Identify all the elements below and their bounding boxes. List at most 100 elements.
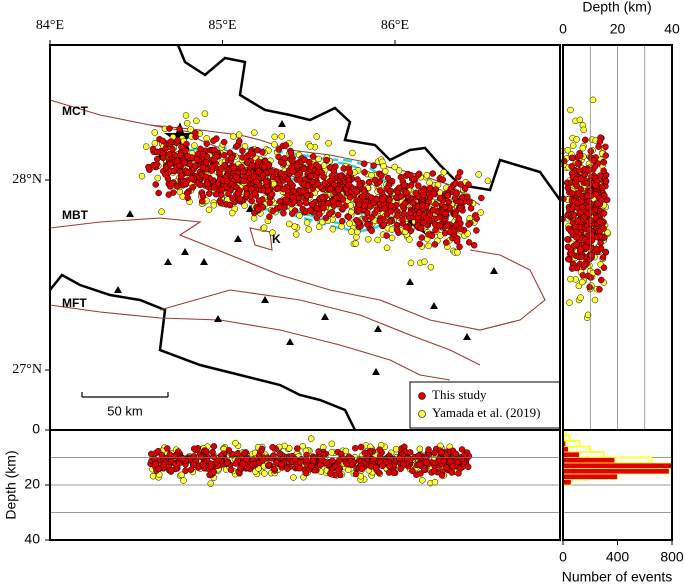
legend-marker bbox=[418, 392, 426, 400]
earthquake-dot bbox=[401, 181, 408, 189]
histogram-bar bbox=[562, 468, 670, 475]
earthquake-dot bbox=[225, 190, 232, 198]
earthquake-dot bbox=[376, 217, 383, 225]
earthquake-dot bbox=[455, 215, 463, 222]
earthquake-dot bbox=[230, 133, 237, 140]
earthquake-dot bbox=[577, 253, 585, 261]
y-tick-label: 28°N bbox=[12, 172, 42, 187]
earthquake-dot bbox=[210, 202, 218, 209]
earthquake-dot bbox=[154, 447, 162, 455]
earthquake-dot bbox=[328, 449, 335, 456]
earthquake-dot bbox=[420, 466, 428, 473]
earthquake-dot bbox=[439, 176, 446, 183]
earthquake-dot bbox=[316, 211, 323, 218]
earthquake-dot bbox=[569, 154, 576, 162]
earthquake-dot bbox=[182, 467, 189, 474]
earthquake-dot bbox=[313, 133, 320, 140]
earthquake-dot bbox=[587, 147, 594, 155]
earthquake-dot bbox=[288, 163, 295, 171]
earthquake-dot bbox=[303, 219, 311, 226]
earthquake-dot bbox=[210, 443, 218, 450]
earthquake-dot bbox=[324, 199, 332, 207]
earthquake-dot bbox=[310, 457, 317, 464]
earthquake-dot bbox=[315, 448, 322, 455]
earthquake-dot bbox=[271, 133, 278, 141]
earthquake-dot bbox=[574, 199, 581, 207]
earthquake-dot bbox=[573, 241, 580, 248]
earthquake-dot bbox=[228, 154, 235, 162]
earthquake-dot bbox=[451, 211, 459, 218]
earthquake-dot bbox=[302, 199, 310, 207]
earthquake-dot bbox=[286, 220, 293, 228]
earthquake-dot bbox=[379, 462, 386, 470]
earthquake-dot bbox=[174, 136, 181, 144]
y-tick-label: 40 bbox=[24, 531, 40, 547]
earthquake-dot bbox=[426, 194, 434, 201]
earthquake-dot bbox=[178, 471, 185, 479]
scale-bar bbox=[81, 392, 169, 398]
earthquake-dot bbox=[565, 255, 572, 263]
earthquake-dot bbox=[265, 461, 273, 469]
earthquake-dot bbox=[384, 174, 392, 182]
earthquake-dot bbox=[289, 157, 296, 165]
earthquake-dot bbox=[318, 169, 326, 176]
earthquake-dot bbox=[415, 182, 422, 189]
earthquake-dot bbox=[315, 223, 323, 231]
earthquake-dot bbox=[395, 184, 403, 192]
earthquake-dot bbox=[209, 163, 216, 171]
earthquake-dot bbox=[582, 243, 590, 251]
place-label: K bbox=[272, 232, 281, 246]
earthquake-dot bbox=[151, 129, 159, 136]
earthquake-dot bbox=[184, 153, 192, 160]
earthquake-dot bbox=[403, 189, 410, 196]
earthquake-dot bbox=[420, 186, 427, 194]
earthquake-dot bbox=[420, 219, 427, 226]
earthquake-dot bbox=[458, 446, 466, 453]
earthquake-dot bbox=[259, 172, 267, 179]
earthquake-dot bbox=[376, 446, 383, 453]
earthquake-dot bbox=[326, 185, 334, 193]
earthquake-dot bbox=[304, 182, 312, 190]
earthquake-dot bbox=[335, 186, 342, 193]
earthquake-dot bbox=[184, 169, 191, 177]
earthquake-dot bbox=[416, 460, 423, 468]
earthquake-dot bbox=[331, 471, 339, 479]
earthquake-dot bbox=[321, 179, 329, 187]
earthquake-dot bbox=[591, 296, 599, 304]
legend-marker bbox=[418, 410, 426, 418]
earthquake-dot bbox=[166, 151, 173, 158]
earthquake-dot bbox=[566, 299, 573, 306]
earthquake-dot bbox=[372, 464, 380, 471]
earthquake-dot bbox=[399, 216, 406, 223]
earthquake-dot bbox=[217, 165, 225, 172]
earthquake-dot bbox=[325, 139, 332, 147]
earthquake-dot bbox=[590, 157, 597, 164]
earthquake-dot bbox=[361, 202, 368, 210]
earthquake-dot bbox=[308, 201, 316, 208]
earthquake-dot bbox=[393, 226, 401, 233]
earthquake-dot bbox=[248, 161, 256, 169]
earthquake-dot bbox=[356, 201, 363, 208]
earthquake-dot bbox=[594, 268, 601, 276]
histogram-bar bbox=[562, 462, 673, 469]
earthquake-dot bbox=[332, 163, 339, 170]
earthquake-dot bbox=[328, 172, 336, 180]
earthquake-dot bbox=[176, 125, 183, 133]
earthquake-dot bbox=[575, 167, 583, 174]
earthquake-dot bbox=[176, 188, 184, 196]
earthquake-dot bbox=[303, 192, 311, 199]
earthquake-dot bbox=[409, 199, 417, 207]
earthquake-dot bbox=[473, 227, 480, 234]
earthquake-dot bbox=[294, 171, 301, 179]
earthquake-dot bbox=[575, 189, 583, 197]
earthquake-dot bbox=[275, 153, 282, 161]
earthquake-dot bbox=[292, 455, 299, 463]
earthquake-dot bbox=[438, 449, 445, 456]
earthquake-dot bbox=[386, 218, 393, 225]
earthquake-dot bbox=[415, 452, 422, 460]
earthquake-dot bbox=[592, 245, 600, 253]
earthquake-dot bbox=[583, 180, 591, 187]
earthquake-dot bbox=[383, 232, 390, 239]
earthquake-dot bbox=[242, 184, 250, 192]
earthquake-dot bbox=[158, 208, 165, 215]
